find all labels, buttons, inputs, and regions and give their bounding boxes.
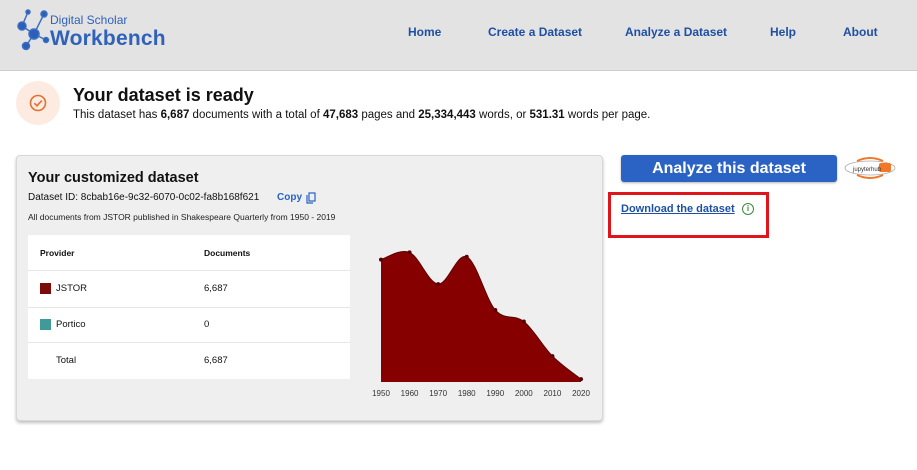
x-tick-label: 1950 <box>372 389 390 398</box>
nav-analyze-dataset[interactable]: Analyze a Dataset <box>625 25 728 39</box>
jstor-swatch <box>40 283 51 294</box>
network-logo-icon <box>17 9 50 51</box>
row-divider <box>28 342 350 343</box>
highlight-box <box>608 192 769 238</box>
row-divider <box>28 307 350 308</box>
x-tick-label: 1970 <box>429 389 447 398</box>
dataset-id: Dataset ID: 8cbab16e-9c32-6070-0c02-fa8b… <box>28 192 260 203</box>
documents-area-chart: 1950 1960 1970 1980 1990 2000 2010 2020 <box>372 250 590 398</box>
area-series <box>381 251 581 382</box>
card-title: Your customized dataset <box>28 170 199 186</box>
documents-portico: 0 <box>204 319 210 330</box>
documents-total: 6,687 <box>204 355 228 366</box>
documents-jstor: 6,687 <box>204 283 228 294</box>
data-point[interactable] <box>407 250 412 255</box>
x-tick-label: 1980 <box>458 389 476 398</box>
provider-total: Total <box>56 355 77 366</box>
data-point[interactable] <box>379 257 383 262</box>
data-point[interactable] <box>521 319 526 324</box>
x-tick-label: 2010 <box>544 389 562 398</box>
nav-about[interactable]: About <box>843 25 878 39</box>
dataset-card: Your customized dataset Dataset ID: 8cba… <box>16 155 603 421</box>
pages-count: 47,683 <box>322 109 359 121</box>
dataset-summary: This dataset has 6,687 documents with a … <box>73 109 651 121</box>
data-point[interactable] <box>464 254 469 259</box>
ready-title: Your dataset is ready <box>73 85 254 105</box>
provider-portico: Portico <box>56 319 86 330</box>
logo[interactable]: Digital Scholar Workbench <box>14 4 174 64</box>
header-documents: Documents <box>204 248 251 258</box>
download-dataset-link[interactable]: Download the dataset <box>621 203 735 215</box>
row-divider <box>28 270 350 271</box>
x-tick-label: 2020 <box>572 389 590 398</box>
jupyterhub-logo-icon[interactable]: jupyterhub <box>843 153 899 183</box>
provider-jstor: JSTOR <box>56 283 87 294</box>
jupyter-label: jupyterhub <box>852 167 882 173</box>
provider-table: Provider Documents JSTOR 6,687 Portico 0… <box>28 235 350 379</box>
logo-title: Workbench <box>50 27 166 50</box>
dataset-description: All documents from JSTOR published in Sh… <box>28 212 336 222</box>
x-tick-label: 1960 <box>401 389 419 398</box>
copy-button[interactable]: Copy <box>277 192 302 203</box>
analyze-dataset-button[interactable]: Analyze this dataset <box>621 155 837 182</box>
words-count: 25,334,443 <box>418 109 476 121</box>
documents-count: 6,687 <box>160 109 190 121</box>
words-per-page: 531.31 <box>529 109 565 121</box>
data-point[interactable] <box>550 354 555 359</box>
x-tick-label: 2000 <box>515 389 533 398</box>
header-provider: Provider <box>40 248 75 258</box>
check-circle-icon <box>16 81 60 125</box>
portico-swatch <box>40 319 51 330</box>
nav-create-dataset[interactable]: Create a Dataset <box>488 25 583 39</box>
data-point[interactable] <box>436 282 441 287</box>
series-line <box>380 250 582 380</box>
top-header: Digital Scholar Workbench Home Create a … <box>0 0 917 71</box>
copy-icon[interactable] <box>306 192 316 204</box>
nav-help[interactable]: Help <box>770 25 797 39</box>
x-tick-label: 1990 <box>486 389 504 398</box>
logo-subtitle: Digital Scholar <box>50 13 128 27</box>
info-icon[interactable]: i <box>742 203 754 215</box>
data-point[interactable] <box>579 377 583 382</box>
data-point[interactable] <box>493 308 498 312</box>
nav-home[interactable]: Home <box>408 25 442 39</box>
